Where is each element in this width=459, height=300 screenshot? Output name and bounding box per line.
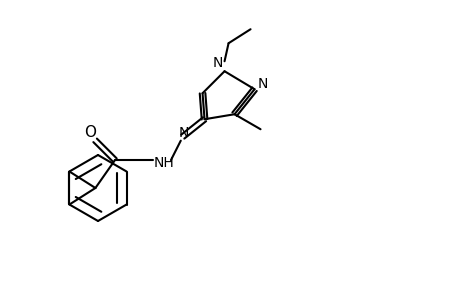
- Text: N: N: [212, 56, 222, 70]
- Text: N: N: [178, 126, 189, 140]
- Text: N: N: [257, 77, 267, 91]
- Text: NH: NH: [153, 156, 174, 170]
- Text: O: O: [84, 125, 96, 140]
